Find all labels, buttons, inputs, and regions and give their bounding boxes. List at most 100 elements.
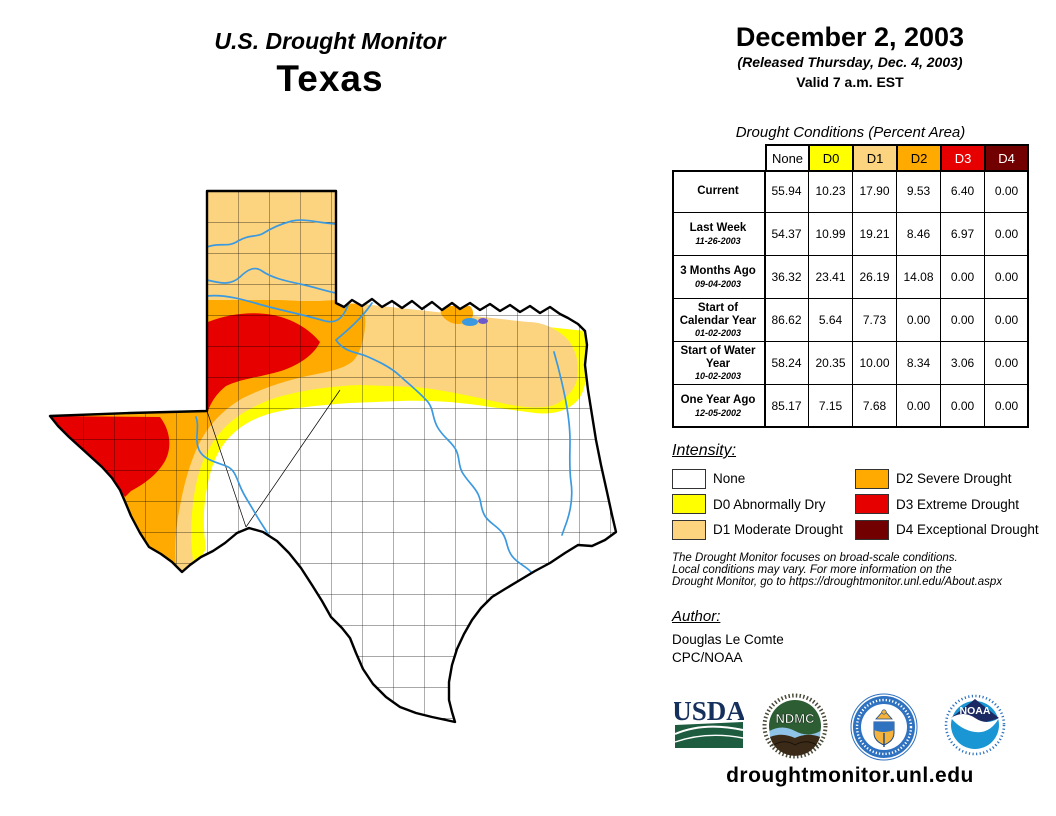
prairie-dog-fork <box>206 294 349 323</box>
table-value-cell: 0.00 <box>985 342 1029 385</box>
table-value-cell: 10.00 <box>853 342 897 385</box>
rivers <box>195 219 573 581</box>
table-value-cell: 20.35 <box>809 342 853 385</box>
disclaimer-line: The Drought Monitor focuses on broad-sca… <box>672 552 958 564</box>
table-value-cell: 0.00 <box>941 256 985 299</box>
commerce-seal-logo <box>850 693 918 761</box>
table-value-cell: 26.19 <box>853 256 897 299</box>
pecos-river <box>195 416 277 547</box>
table-value-cell: 6.40 <box>941 170 985 213</box>
author-title: Author: <box>672 608 721 625</box>
website-url: droughtmonitor.unl.edu <box>726 764 974 787</box>
table-row-label: Start of Calendar Year 01-02-2003 <box>672 299 765 342</box>
author-org: CPC/NOAA <box>672 650 743 665</box>
usda-logo: USDA <box>674 698 744 748</box>
info-panel: December 2, 2003 (Released Thursday, Dec… <box>660 0 1056 816</box>
table-value-cell: 0.00 <box>985 213 1029 256</box>
table-column-header-d3: D3 <box>941 144 985 170</box>
trinity-river <box>553 351 573 536</box>
legend-item-d4: D4 Exceptional Drought <box>855 517 1039 542</box>
legend-label: D2 Severe Drought <box>896 471 1012 486</box>
table-value-cell: 7.73 <box>853 299 897 342</box>
table-value-cell: 0.00 <box>985 256 1029 299</box>
legend-label: None <box>713 471 746 486</box>
legend-swatch <box>855 494 889 514</box>
table-value-cell: 23.41 <box>809 256 853 299</box>
lake-texoma <box>462 318 478 326</box>
table-value-cell: 17.90 <box>853 170 897 213</box>
county-diagonals <box>206 389 341 528</box>
table-value-cell: 6.97 <box>941 213 985 256</box>
table-row-label: Last Week 11-26-2003 <box>672 213 765 256</box>
legend-item-none: None <box>672 466 745 491</box>
row-label-date: 01-02-2003 <box>694 328 742 338</box>
row-label-text: Start of Calendar Year <box>679 302 757 327</box>
legend-swatch <box>855 468 889 489</box>
table-value-cell: 10.99 <box>809 213 853 256</box>
row-label-date: 09-04-2003 <box>694 278 742 289</box>
legend-label: D0 Abnormally Dry <box>713 496 826 512</box>
region-title: Texas <box>276 58 384 99</box>
table-row-label: One Year Ago 12-05-2002 <box>672 385 765 428</box>
table-value-cell: 0.00 <box>941 385 985 428</box>
legend-item-d0: D0 Abnormally Dry <box>672 492 826 517</box>
table-value-cell: 8.34 <box>897 342 941 385</box>
north-fork-red-river <box>206 267 337 294</box>
table-column-header-d4: D4 <box>985 144 1029 170</box>
author-name: Douglas Le Comte <box>672 632 784 647</box>
table-value-cell: 86.62 <box>765 299 809 342</box>
legend-label: D4 Exceptional Drought <box>896 522 1039 537</box>
table-column-header-none: None <box>765 144 809 170</box>
row-label-date: 11-26-2003 <box>695 235 741 246</box>
row-label-text: One Year Ago <box>680 394 756 407</box>
table-value-cell: 10.23 <box>809 170 853 213</box>
release-note: (Released Thursday, Dec. 4, 2003) <box>737 54 963 70</box>
row-label-text: Start of Water Year <box>680 345 756 370</box>
table-value-cell: 0.00 <box>985 385 1029 428</box>
table-column-header-d2: D2 <box>897 144 941 170</box>
table-value-cell: 36.32 <box>765 256 809 299</box>
table-value-cell: 0.00 <box>985 170 1029 213</box>
table-column-header-d0: D0 <box>809 144 853 170</box>
legend-title: Intensity: <box>672 442 737 459</box>
valid-time: Valid 7 a.m. EST <box>796 74 904 90</box>
table-corner-cell <box>672 144 765 170</box>
table-value-cell: 54.37 <box>765 213 809 256</box>
row-label-text: Current <box>697 184 739 197</box>
row-label-date: 10-02-2003 <box>694 371 742 381</box>
table-value-cell: 8.46 <box>897 213 941 256</box>
disclaimer-line: Local conditions may vary. For more info… <box>672 564 952 576</box>
table-value-cell: 5.64 <box>809 299 853 342</box>
table-value-cell: 0.00 <box>897 299 941 342</box>
legend-swatch <box>855 519 889 540</box>
usda-logo-text: USDA <box>674 698 744 726</box>
report-title: U.S. Drought Monitor <box>214 28 446 54</box>
legend-item-d3: D3 Extreme Drought <box>855 492 1019 517</box>
table-value-cell: 85.17 <box>765 385 809 428</box>
table-row-label: 3 Months Ago 09-04-2003 <box>672 256 765 299</box>
table-row-label: Start of Water Year 10-02-2003 <box>672 342 765 385</box>
report-date: December 2, 2003 <box>735 22 965 52</box>
brazos-river <box>334 302 540 581</box>
canadian-river <box>206 219 337 248</box>
table-column-header-d1: D1 <box>853 144 897 170</box>
county-grid <box>50 191 616 722</box>
legend-swatch <box>672 519 706 540</box>
legend-label: D1 Moderate Drought <box>713 522 843 537</box>
table-value-cell: 0.00 <box>897 385 941 428</box>
table-value-cell: 3.06 <box>941 342 985 385</box>
ndmc-logo: NDMC <box>761 692 829 760</box>
drought-conditions-table: None D0 D1 D2 D3 D4 Current 55.94 10.23 17.90 9.53… <box>672 144 1029 428</box>
texas-state-outline <box>48 189 618 724</box>
lake-texoma-accent <box>478 318 488 324</box>
legend-item-d2: D2 Severe Drought <box>855 466 1012 491</box>
ndmc-logo-text: NDMC <box>776 711 816 726</box>
drought-shading-layers <box>50 191 616 722</box>
table-value-cell: 19.21 <box>853 213 897 256</box>
table-value-cell: 7.15 <box>809 385 853 428</box>
legend-item-d1: D1 Moderate Drought <box>672 517 843 542</box>
disclaimer-line: Drought Monitor, go to https://droughtmo… <box>672 576 1003 588</box>
disclaimer-text: The Drought Monitor focuses on broad-sca… <box>672 552 1002 588</box>
row-label-text: Last Week <box>689 222 747 235</box>
